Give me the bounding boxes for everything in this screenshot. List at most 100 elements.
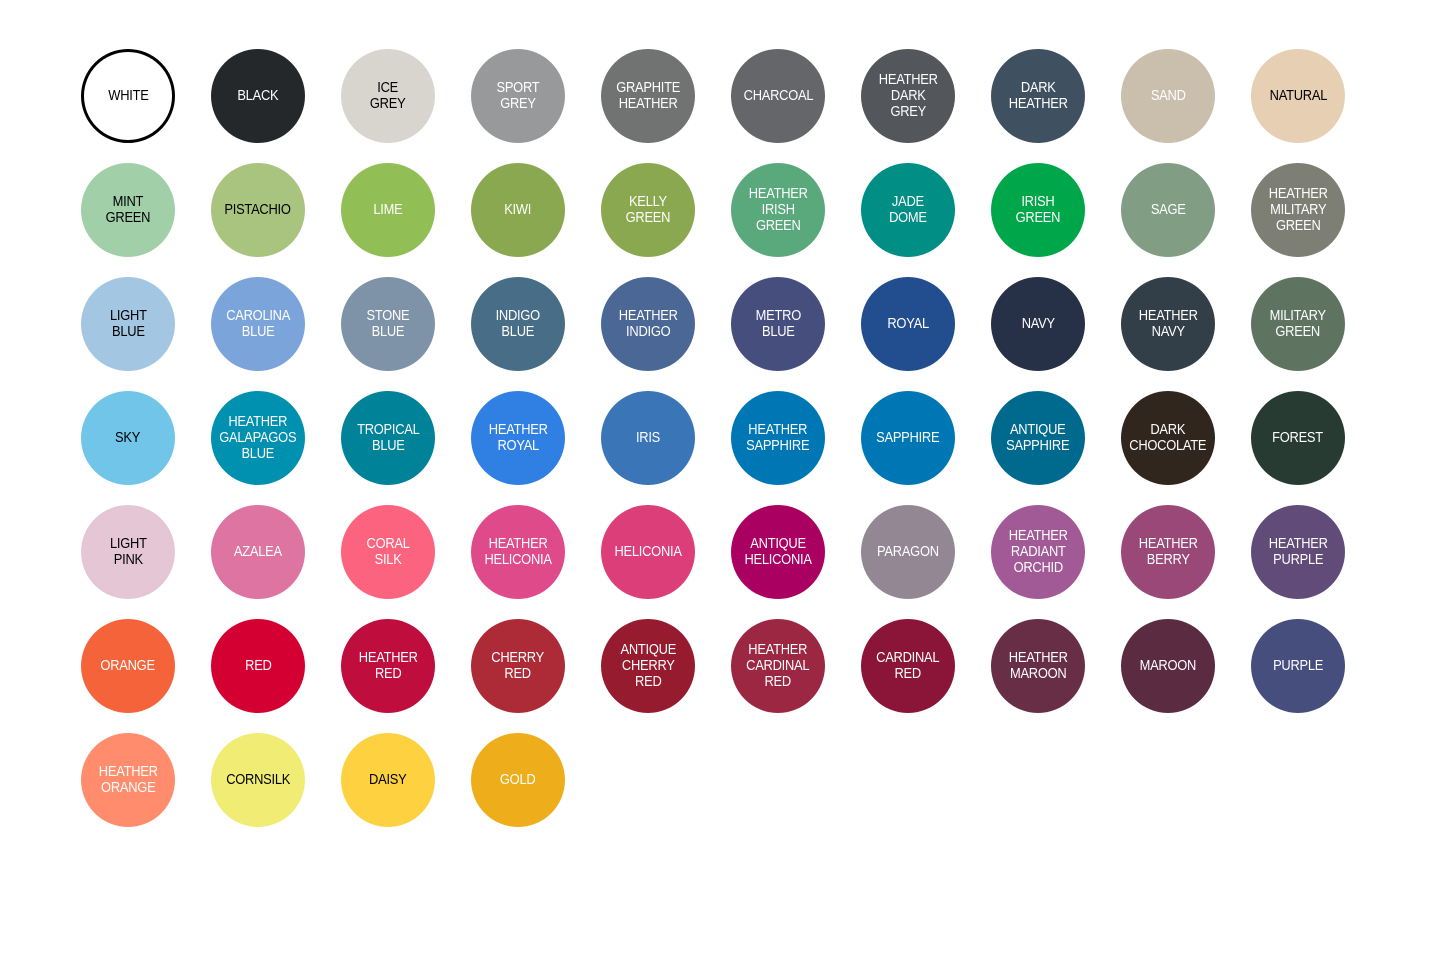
color-swatch-carolina-blue[interactable]: CAROLINA BLUE [211, 277, 305, 371]
color-swatch-cherry-red[interactable]: CHERRY RED [471, 619, 565, 713]
swatch-label: HEATHER RADIANT ORCHID [1008, 527, 1068, 576]
color-swatch-royal[interactable]: ROYAL [861, 277, 955, 371]
color-swatch-military-green[interactable]: MILITARY GREEN [1251, 277, 1345, 371]
swatch-label: HEATHER PURPLE [1268, 535, 1328, 568]
swatch-label: LIGHT BLUE [109, 307, 147, 340]
swatch-label: ANTIQUE SAPPHIRE [1006, 421, 1070, 454]
swatch-label: ANTIQUE HELICONIA [744, 535, 812, 568]
color-swatch-daisy[interactable]: DAISY [341, 733, 435, 827]
swatch-label: STONE BLUE [366, 307, 410, 340]
color-swatch-jade-dome[interactable]: JADE DOME [861, 163, 955, 257]
swatch-label: TROPICAL BLUE [356, 421, 420, 454]
color-swatch-antique-cherry-red[interactable]: ANTIQUE CHERRY RED [601, 619, 695, 713]
swatch-label: HEATHER MILITARY GREEN [1268, 185, 1328, 234]
color-swatch-navy[interactable]: NAVY [991, 277, 1085, 371]
swatch-label: HEATHER MAROON [1008, 649, 1068, 682]
color-swatch-heather-sapphire[interactable]: HEATHER SAPPHIRE [731, 391, 825, 485]
swatch-label: HEATHER SAPPHIRE [746, 421, 810, 454]
swatch-label: SKY [115, 429, 141, 446]
color-swatch-sage[interactable]: SAGE [1121, 163, 1215, 257]
color-swatch-gold[interactable]: GOLD [471, 733, 565, 827]
color-swatch-heather-maroon[interactable]: HEATHER MAROON [991, 619, 1085, 713]
color-swatch-stone-blue[interactable]: STONE BLUE [341, 277, 435, 371]
color-swatch-sapphire[interactable]: SAPPHIRE [861, 391, 955, 485]
color-swatch-cardinal-red[interactable]: CARDINAL RED [861, 619, 955, 713]
color-swatch-red[interactable]: RED [211, 619, 305, 713]
color-swatch-iris[interactable]: IRIS [601, 391, 695, 485]
color-swatch-paragon[interactable]: PARAGON [861, 505, 955, 599]
color-swatch-graphite-heather[interactable]: GRAPHITE HEATHER [601, 49, 695, 143]
color-swatch-coral-silk[interactable]: CORAL SILK [341, 505, 435, 599]
swatch-label: CHARCOAL [743, 87, 813, 104]
color-swatch-heather-irish-green[interactable]: HEATHER IRISH GREEN [731, 163, 825, 257]
swatch-label: NAVY [1021, 315, 1055, 332]
color-swatch-kelly-green[interactable]: KELLY GREEN [601, 163, 695, 257]
color-swatch-light-pink[interactable]: LIGHT PINK [81, 505, 175, 599]
swatch-label: INDIGO BLUE [495, 307, 541, 340]
color-swatch-heather-military-green[interactable]: HEATHER MILITARY GREEN [1251, 163, 1345, 257]
color-swatch-metro-blue[interactable]: METRO BLUE [731, 277, 825, 371]
swatch-label: MINT GREEN [105, 193, 151, 226]
swatch-label: SAPPHIRE [876, 429, 940, 446]
swatch-label: GRAPHITE HEATHER [616, 79, 680, 112]
swatch-label: HELICONIA [614, 543, 682, 560]
color-swatch-heather-radiant-orchid[interactable]: HEATHER RADIANT ORCHID [991, 505, 1085, 599]
color-swatch-sky[interactable]: SKY [81, 391, 175, 485]
swatch-label: HEATHER HELICONIA [484, 535, 552, 568]
color-swatch-kiwi[interactable]: KIWI [471, 163, 565, 257]
color-swatch-ice-grey[interactable]: ICE GREY [341, 49, 435, 143]
color-swatch-white[interactable]: WHITE [81, 49, 175, 143]
swatch-label: SPORT GREY [496, 79, 540, 112]
color-swatch-heather-red[interactable]: HEATHER RED [341, 619, 435, 713]
swatch-label: IRISH GREEN [1015, 193, 1061, 226]
swatch-label: ICE GREY [370, 79, 406, 112]
color-swatch-mint-green[interactable]: MINT GREEN [81, 163, 175, 257]
color-swatch-heather-royal[interactable]: HEATHER ROYAL [471, 391, 565, 485]
swatch-label: FOREST [1272, 429, 1324, 446]
color-swatch-indigo-blue[interactable]: INDIGO BLUE [471, 277, 565, 371]
swatch-label: PURPLE [1272, 657, 1324, 674]
color-swatch-heather-heliconia[interactable]: HEATHER HELICONIA [471, 505, 565, 599]
swatch-label: HEATHER IRISH GREEN [748, 185, 808, 234]
color-swatch-heather-orange[interactable]: HEATHER ORANGE [81, 733, 175, 827]
swatch-label: CHERRY RED [491, 649, 545, 682]
color-swatch-dark-heather[interactable]: DARK HEATHER [991, 49, 1085, 143]
swatch-label: CORAL SILK [366, 535, 410, 568]
swatch-label: JADE DOME [889, 193, 927, 226]
color-swatch-forest[interactable]: FOREST [1251, 391, 1345, 485]
color-swatch-heather-purple[interactable]: HEATHER PURPLE [1251, 505, 1345, 599]
color-swatch-tropical-blue[interactable]: TROPICAL BLUE [341, 391, 435, 485]
color-swatch-sand[interactable]: SAND [1121, 49, 1215, 143]
color-swatch-lime[interactable]: LIME [341, 163, 435, 257]
swatch-label: HEATHER RED [358, 649, 418, 682]
color-swatch-maroon[interactable]: MAROON [1121, 619, 1215, 713]
color-swatch-natural[interactable]: NATURAL [1251, 49, 1345, 143]
color-swatch-heather-indigo[interactable]: HEATHER INDIGO [601, 277, 695, 371]
swatch-label: NATURAL [1269, 87, 1327, 104]
color-swatch-antique-sapphire[interactable]: ANTIQUE SAPPHIRE [991, 391, 1085, 485]
swatch-label: DARK HEATHER [1008, 79, 1068, 112]
color-swatch-heather-cardinal-red[interactable]: HEATHER CARDINAL RED [731, 619, 825, 713]
color-swatch-grid: WHITE BLACK ICE GREY SPORT GREY GRAPHITE HEA… [81, 49, 1345, 827]
color-swatch-orange[interactable]: ORANGE [81, 619, 175, 713]
color-swatch-heather-navy[interactable]: HEATHER NAVY [1121, 277, 1215, 371]
swatch-label: SAND [1150, 87, 1186, 104]
color-swatch-sport-grey[interactable]: SPORT GREY [471, 49, 565, 143]
color-swatch-black[interactable]: BLACK [211, 49, 305, 143]
color-swatch-azalea[interactable]: AZALEA [211, 505, 305, 599]
color-swatch-heather-galapagos-blue[interactable]: HEATHER GALAPAGOS BLUE [211, 391, 305, 485]
color-swatch-antique-heliconia[interactable]: ANTIQUE HELICONIA [731, 505, 825, 599]
color-swatch-charcoal[interactable]: CHARCOAL [731, 49, 825, 143]
color-swatch-pistachio[interactable]: PISTACHIO [211, 163, 305, 257]
color-swatch-purple[interactable]: PURPLE [1251, 619, 1345, 713]
color-swatch-light-blue[interactable]: LIGHT BLUE [81, 277, 175, 371]
color-swatch-cornsilk[interactable]: CORNSILK [211, 733, 305, 827]
color-swatch-irish-green[interactable]: IRISH GREEN [991, 163, 1085, 257]
color-swatch-dark-chocolate[interactable]: DARK CHOCOLATE [1121, 391, 1215, 485]
swatch-label: IRIS [635, 429, 661, 446]
color-swatch-heliconia[interactable]: HELICONIA [601, 505, 695, 599]
swatch-label: GOLD [500, 771, 536, 788]
color-swatch-heather-dark-grey[interactable]: HEATHER DARK GREY [861, 49, 955, 143]
swatch-label: HEATHER ROYAL [488, 421, 548, 454]
color-swatch-heather-berry[interactable]: HEATHER BERRY [1121, 505, 1215, 599]
